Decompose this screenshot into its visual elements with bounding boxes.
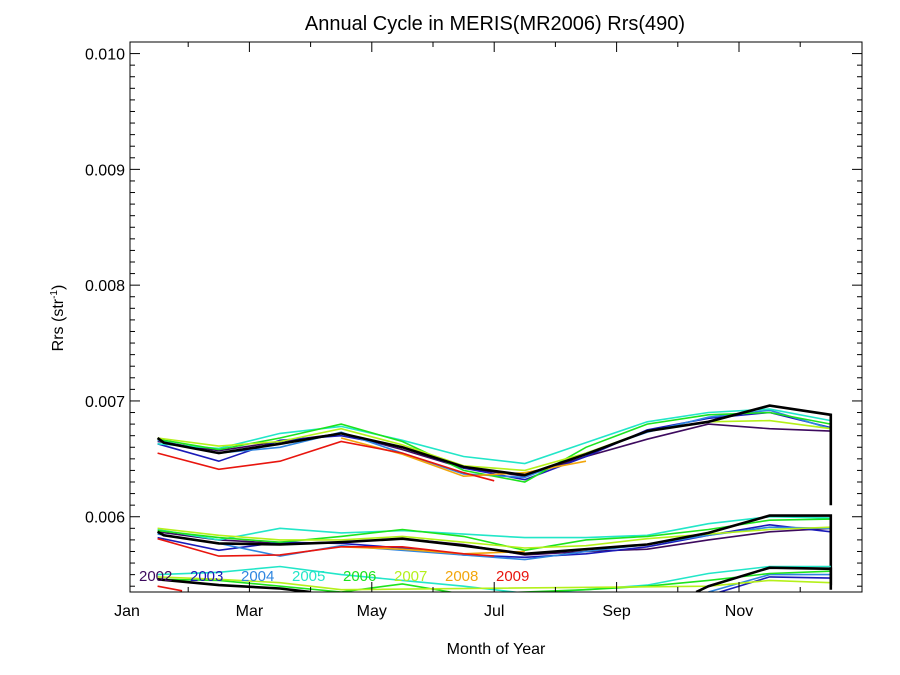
- x-tick-label: Sep: [602, 603, 631, 620]
- series-line-middle-14: [157, 518, 831, 552]
- series-line-upper-9: [156, 404, 833, 506]
- series-line-upper-5: [157, 411, 831, 483]
- series-layer: [156, 404, 833, 592]
- series-line-middle-16: [341, 546, 525, 555]
- y-axis-label-close: ): [50, 285, 67, 290]
- legend: 2002 2003 2004 2005 2006 2007 2008 2009: [139, 568, 529, 585]
- series-line-upper-8: [157, 440, 495, 482]
- series-line-lower-24: [157, 585, 183, 592]
- y-axis-label-main: Rrs (str: [50, 298, 67, 351]
- x-tick-label: Jan: [114, 603, 140, 620]
- series-line-lower-23: [157, 576, 831, 591]
- tick-layer: 0.006 0.007 0.008 0.009 0.010 Jan Mar May Jul Sep…: [85, 41, 862, 620]
- series-line-lower-20: [708, 573, 831, 592]
- y-axis-label-sup: -1: [49, 290, 60, 299]
- legend-entry-2006: 2006: [343, 568, 376, 585]
- series-line-middle-15: [157, 526, 831, 549]
- series-line-middle-18: [156, 514, 833, 586]
- y-tick-label: 0.010: [85, 47, 125, 64]
- x-axis-label: Month of Year: [447, 641, 546, 658]
- plot-area: 0.006 0.007 0.008 0.009 0.010 Jan Mar May Jul Sep…: [85, 41, 863, 620]
- series-line-lower-22: [157, 570, 831, 592]
- y-axis-label: Rrs (str-1): [49, 285, 67, 352]
- legend-entry-2002: 2002: [139, 568, 172, 585]
- y-tick-label: 0.008: [85, 278, 125, 295]
- chart-title: Annual Cycle in MERIS(MR2006) Rrs(490): [305, 13, 685, 35]
- y-tick-label: 0.007: [85, 394, 125, 411]
- series-line-upper-6: [157, 419, 831, 472]
- x-tick-label: Jul: [484, 603, 504, 620]
- legend-entry-2004: 2004: [241, 568, 274, 585]
- series-line-middle-17: [157, 537, 495, 557]
- series-line-lower-19: [717, 576, 831, 592]
- series-line-upper-4: [157, 408, 831, 465]
- legend-entry-2003: 2003: [190, 568, 223, 585]
- x-tick-label: Mar: [236, 603, 264, 620]
- y-tick-label: 0.009: [85, 162, 125, 179]
- plot-frame: [129, 41, 863, 593]
- series-line-lower-26: [695, 566, 833, 592]
- legend-entry-2007: 2007: [394, 568, 427, 585]
- x-tick-label: Nov: [725, 603, 753, 620]
- legend-entry-2005: 2005: [292, 568, 325, 585]
- legend-entry-2009: 2009: [496, 568, 529, 585]
- legend-entry-2008: 2008: [445, 568, 478, 585]
- series-line-middle-13: [157, 515, 831, 541]
- y-tick-label: 0.006: [85, 510, 125, 527]
- x-tick-label: May: [357, 603, 387, 620]
